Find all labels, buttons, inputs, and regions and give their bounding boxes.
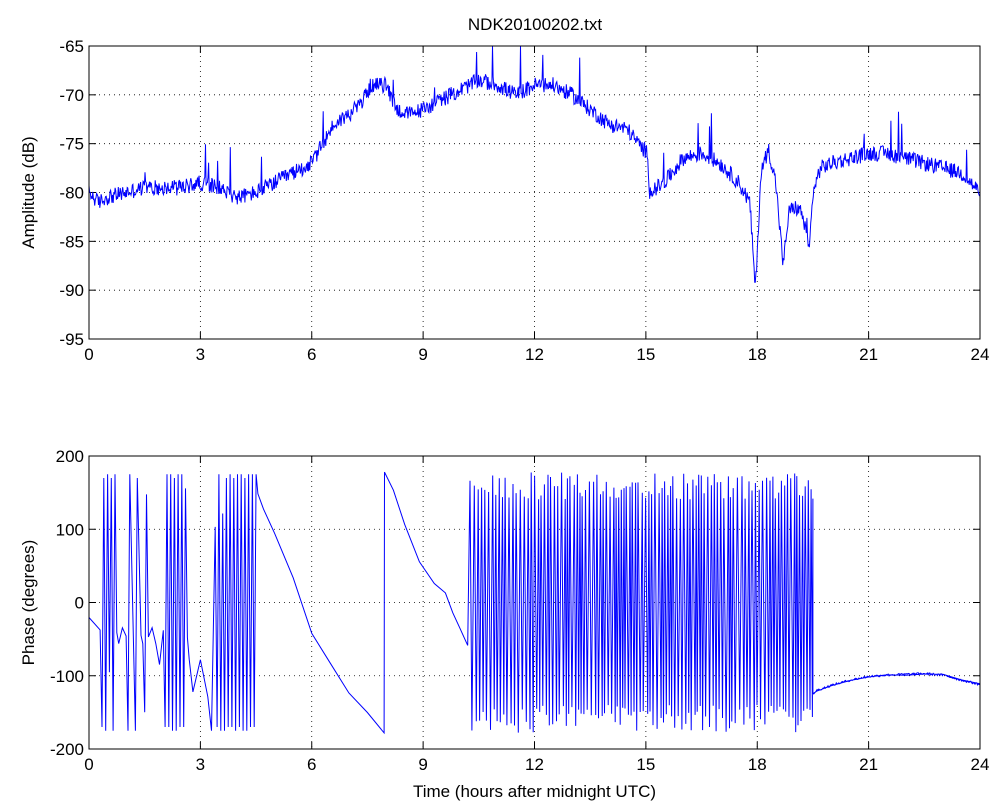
x-tick-label: 3 [196, 345, 205, 364]
y-tick-label: -65 [59, 37, 84, 56]
x-tick-label: 12 [525, 345, 544, 364]
x-tick-label: 6 [307, 755, 316, 774]
x-tick-label: 18 [748, 755, 767, 774]
x-tick-label: 9 [418, 755, 427, 774]
x-tick-label: 18 [748, 345, 767, 364]
phase-panel: 0 3 6 9 12 15 18 21 24 -200 -100 0 100 200 Phase (de… [19, 447, 989, 801]
y-tick-label: -85 [59, 232, 84, 251]
y-tick-label: 0 [75, 594, 84, 613]
y-tick-label: -200 [50, 740, 84, 759]
x-tick-label: 15 [636, 345, 655, 364]
x-tick-label: 3 [196, 755, 205, 774]
y-tick-label: -80 [59, 184, 84, 203]
y-tick-label: -75 [59, 135, 84, 154]
x-tick-label: 24 [971, 345, 990, 364]
x-tick-label: 21 [859, 755, 878, 774]
phase-y-ticks: -200 -100 0 100 200 [50, 447, 980, 759]
x-tick-label: 0 [84, 345, 93, 364]
amplitude-panel: 0 3 6 9 12 15 18 21 24 -95 -90 -85 -80 -75 -70 -65 Amp… [19, 37, 989, 364]
amplitude-x-ticks: 0 3 6 9 12 15 18 21 24 [84, 46, 989, 364]
amplitude-axes-frame [88, 45, 981, 340]
y-tick-label: -90 [59, 281, 84, 300]
x-tick-label: 6 [307, 345, 316, 364]
y-tick-label: 100 [56, 520, 84, 539]
x-tick-label: 0 [84, 755, 93, 774]
x-tick-label: 21 [859, 345, 878, 364]
phase-axes-frame [88, 455, 981, 750]
amplitude-grid [89, 46, 980, 339]
y-tick-label: -70 [59, 86, 84, 105]
amplitude-y-ticks: -95 -90 -85 -80 -75 -70 -65 [59, 37, 980, 349]
y-tick-label: -100 [50, 667, 84, 686]
phase-y-label: Phase (degrees) [19, 540, 38, 666]
phase-series-line [88, 471, 981, 735]
x-tick-label: 12 [525, 755, 544, 774]
y-tick-label: -95 [59, 330, 84, 349]
phase-x-label: Time (hours after midnight UTC) [413, 782, 656, 801]
x-tick-label: 9 [418, 345, 427, 364]
chart-title: NDK20100202.txt [468, 15, 602, 34]
x-tick-label: 24 [971, 755, 990, 774]
x-tick-label: 15 [636, 755, 655, 774]
amplitude-y-label: Amplitude (dB) [19, 136, 38, 248]
y-tick-label: 200 [56, 447, 84, 466]
amplitude-series-line [88, 45, 981, 283]
